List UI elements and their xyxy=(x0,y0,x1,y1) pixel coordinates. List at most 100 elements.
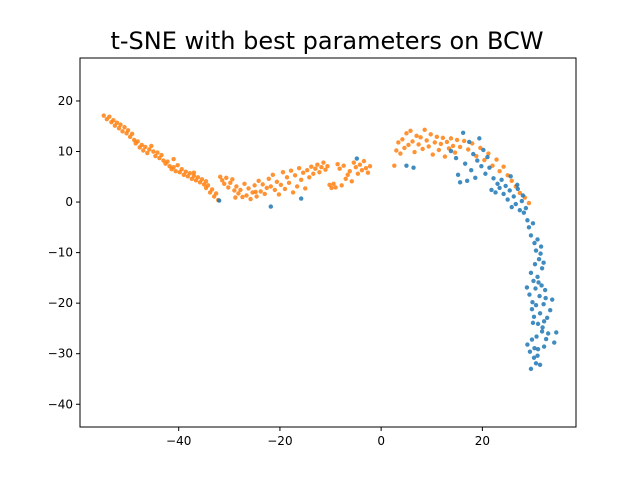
data-point xyxy=(398,151,403,156)
data-point xyxy=(141,148,146,153)
data-point xyxy=(292,173,298,178)
data-point xyxy=(503,183,508,189)
data-point xyxy=(213,191,219,196)
data-point xyxy=(252,183,257,188)
data-point xyxy=(538,251,543,256)
data-point xyxy=(305,168,310,173)
y-tick-label: 0 xyxy=(65,195,73,209)
data-point xyxy=(529,307,535,312)
data-point xyxy=(457,144,463,150)
data-point xyxy=(535,321,541,327)
data-point xyxy=(248,196,253,202)
data-point xyxy=(238,187,243,193)
data-point xyxy=(402,145,407,151)
data-point xyxy=(311,171,316,176)
data-point xyxy=(218,174,223,179)
data-point xyxy=(226,185,231,190)
data-point xyxy=(357,162,363,167)
data-point xyxy=(428,132,433,137)
data-point xyxy=(367,163,373,169)
data-point xyxy=(296,165,302,171)
data-point xyxy=(538,244,544,249)
data-point xyxy=(298,196,304,201)
data-point xyxy=(530,221,536,226)
data-point xyxy=(469,168,474,173)
data-point xyxy=(487,165,492,170)
data-point xyxy=(491,176,496,181)
data-point xyxy=(183,169,188,174)
data-point xyxy=(543,295,548,301)
data-point xyxy=(436,147,442,153)
data-point xyxy=(486,151,491,156)
data-point xyxy=(482,157,487,163)
data-point xyxy=(216,198,222,203)
data-point xyxy=(274,179,280,185)
data-point xyxy=(203,179,209,184)
y-tick-label: −10 xyxy=(48,246,73,260)
data-point xyxy=(266,176,271,182)
data-point xyxy=(509,178,514,184)
data-point xyxy=(143,144,148,150)
data-point xyxy=(262,191,267,197)
data-point xyxy=(531,314,537,320)
data-point xyxy=(339,183,344,188)
data-point xyxy=(298,177,304,183)
data-point xyxy=(290,190,296,195)
data-point xyxy=(539,266,545,271)
data-point xyxy=(258,189,263,194)
axes-frame xyxy=(79,57,577,428)
data-point xyxy=(282,186,288,192)
data-point xyxy=(363,165,369,171)
data-point xyxy=(145,150,150,156)
chart-title: t-SNE with best parameters on BCW xyxy=(110,27,543,55)
data-point xyxy=(497,185,502,191)
data-point xyxy=(406,142,411,148)
data-point xyxy=(526,200,532,206)
data-point xyxy=(528,233,534,238)
data-point xyxy=(412,149,417,155)
data-point xyxy=(254,194,259,199)
data-point xyxy=(191,173,197,178)
data-point xyxy=(525,218,530,223)
data-point xyxy=(442,154,448,159)
data-point xyxy=(313,166,318,171)
data-point xyxy=(483,171,488,176)
data-point xyxy=(230,177,235,182)
y-tick-label: 10 xyxy=(58,145,73,159)
data-point xyxy=(479,163,484,169)
data-point xyxy=(331,181,336,187)
data-point xyxy=(288,168,294,173)
data-point xyxy=(528,270,534,276)
data-point xyxy=(224,175,229,180)
data-point xyxy=(408,128,413,133)
data-point xyxy=(440,135,446,141)
data-point xyxy=(541,301,546,307)
data-point xyxy=(509,204,514,210)
data-point xyxy=(349,179,354,184)
data-point xyxy=(114,120,120,125)
data-point xyxy=(533,302,539,308)
data-point xyxy=(494,157,499,162)
data-point xyxy=(531,355,537,360)
data-point xyxy=(533,286,538,291)
data-point xyxy=(284,175,290,180)
data-point xyxy=(125,128,131,133)
data-point xyxy=(532,262,538,267)
data-point xyxy=(513,201,518,207)
data-point xyxy=(173,169,178,174)
data-point xyxy=(191,170,197,175)
data-point xyxy=(268,204,274,209)
data-point xyxy=(552,340,557,345)
data-point xyxy=(495,181,500,187)
data-point xyxy=(307,175,312,180)
data-point xyxy=(294,184,300,189)
data-point xyxy=(535,353,540,358)
data-point xyxy=(404,131,409,136)
data-point xyxy=(537,293,542,299)
x-axis-ticks: −40 −20 0 20 xyxy=(166,427,490,448)
data-point xyxy=(228,180,233,186)
data-point xyxy=(420,146,425,152)
data-point xyxy=(453,155,459,161)
y-tick-label: 20 xyxy=(58,94,73,108)
data-point xyxy=(461,138,467,144)
